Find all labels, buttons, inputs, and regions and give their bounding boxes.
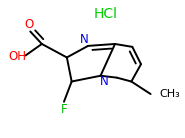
Text: N: N (100, 75, 109, 88)
Text: F: F (61, 103, 67, 116)
Text: CH₃: CH₃ (159, 89, 180, 99)
Text: O: O (25, 18, 34, 31)
Text: N: N (80, 33, 89, 46)
Text: HCl: HCl (93, 7, 117, 21)
Text: OH: OH (9, 50, 27, 63)
